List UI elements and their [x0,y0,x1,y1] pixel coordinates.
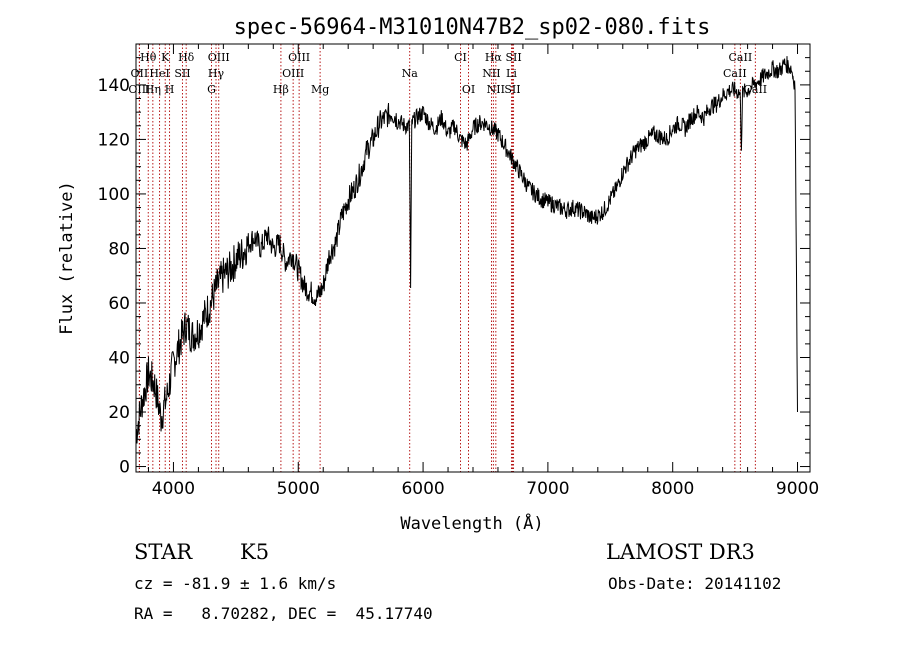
survey-name: LAMOST DR3 [606,540,755,564]
emission-line-label: Hα [485,51,503,64]
y-axis-ticks: 0 20 40 60 80 100 120 140 [98,57,810,478]
coordinates-text: RA = 8.70282, DEC = 45.17740 [134,604,433,623]
x-tick-label: 5000 [277,479,320,499]
emission-line-label: OIII [282,67,304,80]
x-tick-label: 8000 [651,479,694,499]
emission-line-label: OIII [288,51,310,64]
emission-line-label: G [207,83,216,96]
spectrum-line [135,56,798,444]
emission-line-label: HeI [149,67,169,80]
y-tick-label: 80 [108,239,130,259]
y-tick-label: 20 [108,403,130,423]
emission-line-label: Na [402,67,419,80]
emission-line-label: Hθ [140,51,157,64]
emission-line-label: Mg [311,83,329,96]
chart-title: spec-56964-M31010N47B2_sp02-080.fits [234,15,711,40]
y-axis-label: Flux (relative) [57,181,77,335]
emission-line-label: OII [131,67,149,80]
emission-line-label: Hη [145,83,161,96]
x-tick-label: 9000 [776,479,819,499]
emission-line-label: Hβ [273,83,289,96]
redshift-text: cz = -81.9 ± 1.6 km/s [134,574,337,593]
emission-line-markers [138,44,756,472]
emission-line-label: Hδ [178,51,195,64]
emission-line-label: OI [462,83,475,96]
y-tick-label: 120 [98,130,130,150]
emission-line-label: CaII [729,51,753,64]
x-tick-label: 6000 [401,479,444,499]
y-tick-label: 60 [108,294,130,314]
emission-line-label: OIII [208,51,230,64]
emission-line-label: H [165,83,175,96]
object-class: STAR [134,540,193,564]
emission-line-label: CaII [723,67,747,80]
y-tick-label: 100 [98,185,130,205]
x-axis-ticks: 4000 5000 6000 7000 8000 9000 [147,44,819,499]
observation-date: Obs-Date: 20141102 [608,574,782,593]
emission-line-label: Hγ [208,67,225,80]
emission-line-label: CI [454,51,467,64]
x-axis-label: Wavelength (Å) [400,512,543,534]
object-subclass: K5 [240,540,270,564]
emission-line-label: SII [504,83,520,96]
x-tick-label: 4000 [152,479,195,499]
x-tick-label: 7000 [526,479,569,499]
emission-line-label: Li [506,67,517,80]
emission-line-label: SII [505,51,521,64]
emission-line-label: NII [482,67,500,80]
emission-line-label: SII [174,67,190,80]
y-tick-label: 140 [98,76,130,96]
y-tick-label: 40 [108,349,130,369]
emission-line-label: K [161,51,170,64]
emission-line-label: OIII [128,83,150,96]
y-tick-label: 0 [119,458,130,478]
emission-line-label: NII [487,83,505,96]
